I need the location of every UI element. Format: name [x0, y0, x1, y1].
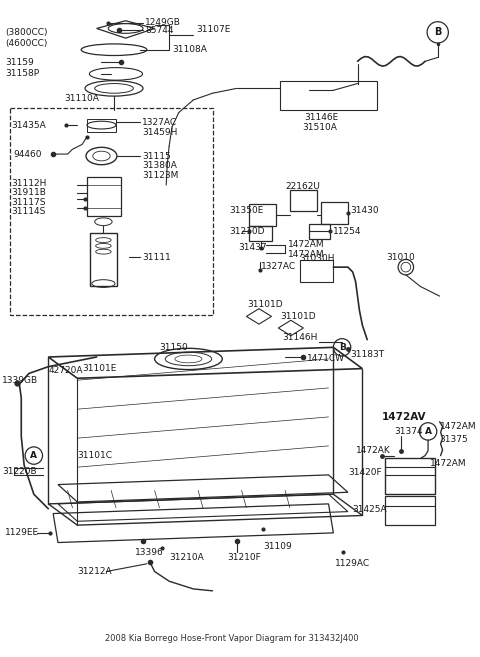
Text: 1472AM: 1472AM — [430, 459, 467, 468]
Text: 1472AM: 1472AM — [288, 250, 324, 259]
Text: 31212A: 31212A — [77, 567, 112, 576]
Text: 1472AK: 1472AK — [356, 446, 390, 455]
Text: 31112H: 31112H — [12, 179, 47, 187]
Text: B: B — [434, 28, 442, 37]
Text: 31220B: 31220B — [2, 468, 36, 476]
Text: 31437: 31437 — [239, 243, 267, 252]
Text: 11254: 11254 — [334, 227, 362, 236]
Text: 31101C: 31101C — [77, 451, 112, 460]
Text: 1472AM: 1472AM — [288, 240, 324, 250]
Text: 1471CW: 1471CW — [307, 354, 345, 363]
Text: 1327AC: 1327AC — [142, 118, 177, 127]
Text: 31107E: 31107E — [196, 25, 230, 34]
Text: 31420F: 31420F — [348, 468, 382, 478]
Text: 31030H: 31030H — [300, 254, 335, 263]
Text: (4600CC): (4600CC) — [5, 39, 47, 49]
Text: 2008 Kia Borrego Hose-Front Vapor Diagram for 313432J400: 2008 Kia Borrego Hose-Front Vapor Diagra… — [105, 634, 359, 643]
Text: B: B — [338, 343, 346, 352]
Text: 31210F: 31210F — [227, 553, 261, 562]
Text: 94460: 94460 — [13, 150, 42, 158]
Text: 31111: 31111 — [142, 253, 171, 262]
Text: 31117S: 31117S — [12, 198, 46, 207]
Text: 31510A: 31510A — [302, 122, 337, 131]
Text: 31911B: 31911B — [12, 189, 47, 197]
Text: A: A — [425, 427, 432, 436]
Text: 31115: 31115 — [142, 152, 171, 160]
Text: 31375: 31375 — [440, 435, 468, 443]
Text: (3800CC): (3800CC) — [5, 28, 48, 37]
Text: 31435A: 31435A — [12, 121, 47, 129]
Text: 85744: 85744 — [145, 26, 173, 35]
Text: 31210A: 31210A — [169, 553, 204, 562]
Text: 31183T: 31183T — [351, 350, 385, 359]
Text: 31114S: 31114S — [12, 206, 46, 215]
Text: 31123M: 31123M — [142, 171, 179, 180]
Text: 31101D: 31101D — [280, 312, 316, 321]
Text: 31108A: 31108A — [172, 45, 207, 55]
Text: 13396: 13396 — [135, 548, 164, 556]
Text: 31146E: 31146E — [304, 113, 338, 122]
Text: 1129EE: 1129EE — [5, 528, 39, 537]
Text: A: A — [30, 451, 37, 460]
Text: 31210D: 31210D — [229, 227, 264, 236]
Text: 31150: 31150 — [159, 343, 188, 352]
Text: 31159: 31159 — [5, 58, 34, 67]
Text: 1129AC: 1129AC — [336, 559, 371, 568]
Text: 31109: 31109 — [263, 542, 291, 551]
Text: 31101D: 31101D — [247, 300, 283, 309]
Text: 31158P: 31158P — [5, 70, 39, 78]
Text: 31459H: 31459H — [142, 128, 178, 137]
Text: 42720A: 42720A — [48, 366, 83, 375]
Text: 1472AV: 1472AV — [382, 412, 426, 422]
Text: 31110A: 31110A — [65, 93, 99, 102]
Text: 31101E: 31101E — [82, 364, 117, 373]
Text: 31374: 31374 — [394, 427, 423, 436]
Text: 31425A: 31425A — [353, 505, 387, 514]
Text: 31430: 31430 — [351, 206, 379, 215]
Text: 31350E: 31350E — [229, 206, 264, 215]
Text: 31146H: 31146H — [282, 333, 318, 342]
Text: 31010: 31010 — [386, 253, 415, 262]
Text: 1249GB: 1249GB — [145, 18, 181, 27]
Text: 1472AM: 1472AM — [440, 422, 476, 431]
Text: 31380A: 31380A — [142, 161, 177, 170]
Text: 1339GB: 1339GB — [2, 376, 38, 385]
Text: 1327AC: 1327AC — [261, 261, 296, 271]
Text: 22162U: 22162U — [285, 183, 320, 191]
